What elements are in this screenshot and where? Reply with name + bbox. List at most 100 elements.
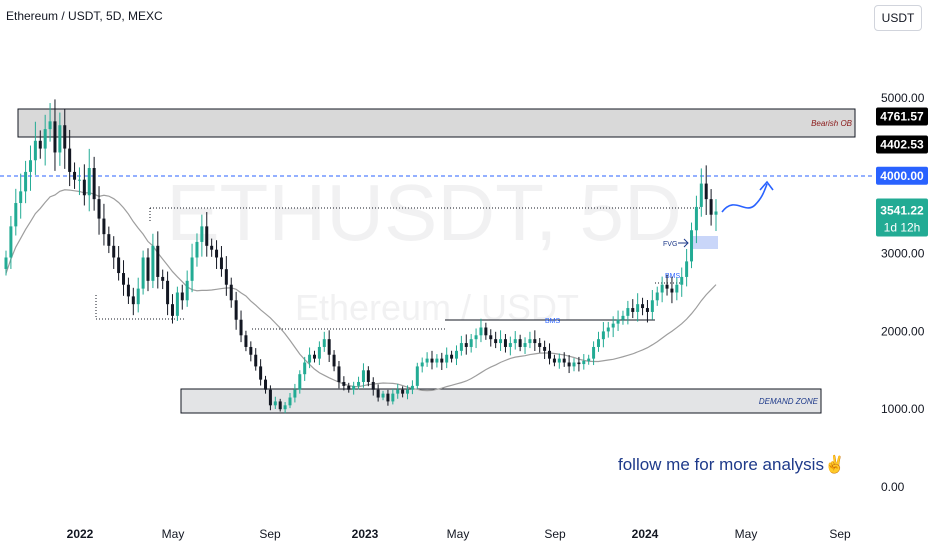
x-tick-label: 2022	[67, 527, 94, 541]
price-tag-label: 4402.53	[880, 137, 924, 151]
candle-body	[239, 319, 243, 336]
candle-body	[151, 245, 155, 281]
candle-body	[562, 358, 566, 363]
last-price-tag	[876, 198, 928, 237]
candle-body	[180, 292, 184, 301]
candle-body	[606, 327, 610, 332]
candle-body	[528, 339, 532, 344]
candle-body	[401, 389, 405, 394]
candle-body	[616, 319, 620, 324]
candle-body	[327, 339, 331, 355]
candle-body	[53, 121, 57, 153]
candle-body	[156, 245, 160, 277]
price-tag	[876, 135, 928, 154]
candle-body	[161, 276, 165, 281]
candle-body	[14, 203, 18, 227]
bearish-ob-label: Bearish OB	[811, 119, 853, 128]
candle-body	[332, 354, 336, 367]
candle-body	[293, 389, 297, 398]
candle-body	[582, 360, 586, 365]
candle-body	[680, 276, 684, 285]
candle-body	[371, 381, 375, 390]
candle-body	[229, 284, 233, 301]
candle-body	[376, 389, 380, 398]
candle-body	[264, 379, 268, 390]
y-tick-label: 0.00	[881, 480, 905, 494]
candle-body	[489, 335, 493, 340]
candle-body	[430, 358, 434, 363]
candle-body	[28, 160, 32, 172]
candle-body	[195, 241, 199, 258]
candle-body	[690, 230, 694, 262]
candle-body	[479, 327, 483, 336]
candle-body	[175, 292, 179, 316]
candle-body	[386, 393, 390, 402]
candle-body	[587, 358, 591, 361]
candle-body	[655, 292, 659, 301]
candle-body	[215, 249, 219, 258]
candle-body	[347, 385, 351, 390]
follow-text: follow me for more analysis✌	[618, 455, 845, 475]
y-tick-label: 5000.00	[881, 91, 925, 105]
candle-body	[166, 280, 170, 305]
candle-body	[117, 257, 121, 274]
candle-body	[126, 284, 130, 297]
candle-body	[190, 257, 194, 281]
price-tag	[876, 107, 928, 126]
candle-body	[410, 385, 414, 390]
candle-body	[440, 358, 444, 363]
candle-body	[499, 339, 503, 344]
candle-body	[709, 199, 713, 215]
candle-body	[552, 358, 556, 363]
candle-body	[58, 125, 62, 153]
candle-body	[454, 350, 458, 359]
candle-body	[4, 257, 8, 269]
price-tag-label: 4000.00	[880, 169, 924, 183]
candle-body	[298, 374, 302, 390]
candle-body	[518, 339, 522, 347]
last-price-label: 3541.22	[880, 203, 924, 217]
candle-body	[420, 362, 424, 367]
x-tick-label: May	[447, 527, 470, 541]
candle-body	[288, 397, 292, 406]
candle-body	[670, 288, 674, 293]
candle-body	[200, 226, 204, 242]
candle-body	[38, 140, 42, 149]
candle-body	[631, 308, 635, 312]
candle-body	[68, 148, 72, 172]
projection-arrow	[721, 183, 768, 213]
candle-body	[503, 339, 507, 347]
candle-body	[185, 280, 189, 301]
candle-body	[77, 179, 81, 181]
moving-average-line	[5, 189, 717, 392]
candle-body	[577, 362, 581, 365]
x-tick-label: May	[735, 527, 758, 541]
candle-body	[73, 171, 77, 180]
candle-body	[308, 354, 312, 363]
candle-body	[224, 269, 228, 285]
candle-body	[464, 343, 468, 347]
candle-body	[484, 327, 488, 336]
x-tick-label: Sep	[544, 527, 566, 541]
candle-body	[469, 339, 473, 347]
follow-message: follow me for more analysis	[618, 455, 824, 474]
fvg-box	[690, 236, 718, 249]
candle-body	[107, 234, 111, 246]
currency-button[interactable]: USDT	[874, 5, 922, 31]
candle-body	[650, 300, 654, 312]
candle-body	[425, 358, 429, 363]
bms-label-1: BMS	[545, 318, 561, 325]
demand-zone	[180, 388, 822, 414]
candle-body	[92, 168, 96, 200]
x-tick-label: Sep	[259, 527, 281, 541]
demand-zone-label: DEMAND ZONE	[759, 397, 819, 406]
candle-body	[450, 354, 454, 359]
candle-body	[601, 331, 605, 340]
chart-title: Ethereum / USDT, 5D, MEXC	[6, 9, 163, 23]
candle-body	[381, 393, 385, 398]
candle-body	[244, 335, 248, 347]
candle-body	[445, 354, 449, 363]
victory-hand-icon: ✌	[823, 455, 846, 474]
y-tick-label: 1000.00	[881, 402, 925, 416]
